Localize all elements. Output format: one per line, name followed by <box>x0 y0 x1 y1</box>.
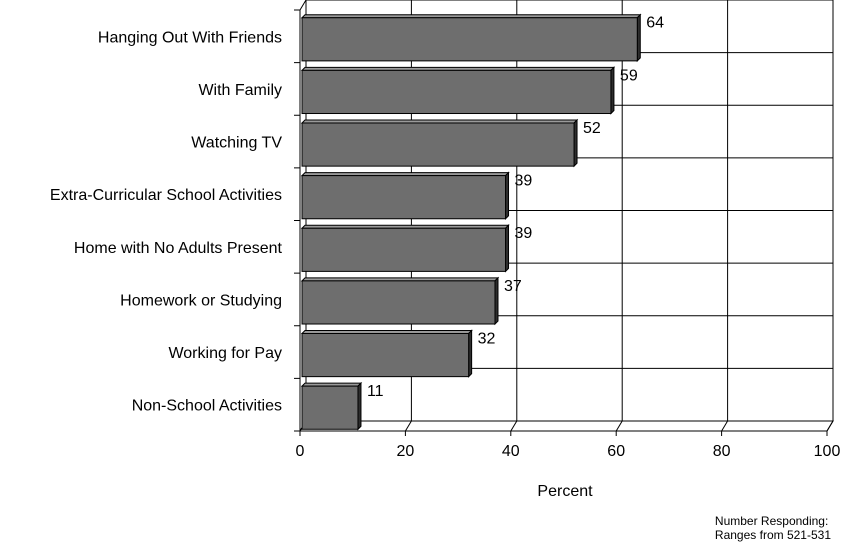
category-labels: Hanging Out With Friends With Family Watch… <box>50 29 283 414</box>
floor-gridline <box>615 420 623 432</box>
x-axis-title: Percent <box>537 483 593 500</box>
bar <box>301 69 612 115</box>
bar <box>301 227 507 272</box>
bar <box>301 385 359 430</box>
x-tick-label: 80 <box>713 443 731 460</box>
respondents-note-line1: Number Responding: <box>714 514 829 528</box>
chart-floor <box>299 420 834 432</box>
category-label: Working for Pay <box>168 345 282 362</box>
floor-gridline <box>404 420 412 432</box>
floor-gridline <box>510 420 518 432</box>
category-label: Hanging Out With Friends <box>98 29 282 46</box>
data-label: 11 <box>367 383 384 400</box>
category-label: Non-School Activities <box>132 398 282 415</box>
floor-gridline <box>721 420 729 432</box>
data-label: 37 <box>504 278 522 295</box>
data-label: 52 <box>583 120 601 137</box>
x-axis-ticks: 0 20 40 60 80 100 <box>296 431 841 460</box>
respondents-note-line2: Ranges from 521-531 <box>714 528 831 542</box>
x-tick-label: 40 <box>502 443 520 460</box>
category-label: Homework or Studying <box>120 292 282 309</box>
data-label: 32 <box>478 330 496 347</box>
bar <box>301 332 470 378</box>
data-label: 59 <box>620 67 638 84</box>
category-label: Home with No Adults Present <box>74 240 283 257</box>
respondents-note: Number Responding: Ranges from 521-531 <box>715 514 831 542</box>
bar-layer <box>300 13 642 431</box>
bar <box>301 280 496 325</box>
floor-gridline <box>826 420 834 432</box>
bar <box>301 122 575 167</box>
data-label: 39 <box>515 225 533 242</box>
x-tick-label: 0 <box>296 443 305 460</box>
value-labels: 64 59 52 39 39 37 32 11 <box>367 15 664 400</box>
category-label: Watching TV <box>191 135 282 152</box>
bar <box>301 17 638 62</box>
x-tick-label: 100 <box>814 443 841 460</box>
data-label: 64 <box>646 15 664 32</box>
x-tick-label: 60 <box>607 443 625 460</box>
bar <box>301 175 507 220</box>
data-label: 39 <box>515 173 533 190</box>
x-tick-label: 20 <box>397 443 415 460</box>
category-label: Extra-Curricular School Activities <box>50 187 282 204</box>
category-label: With Family <box>198 82 282 99</box>
